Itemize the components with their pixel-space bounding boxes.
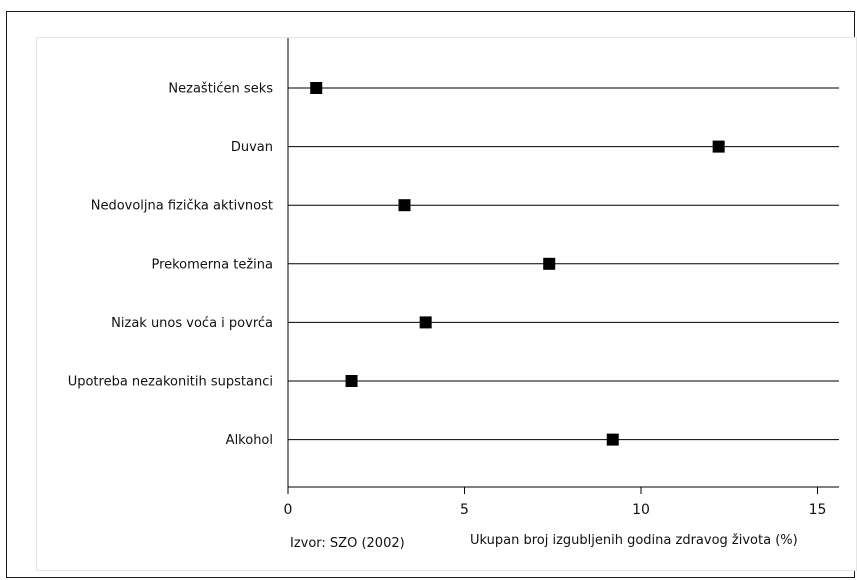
grid-lines [288,87,839,441]
x-axis-label: Ukupan broj izgubljenih godina zdravog ž… [470,533,798,548]
data-point [345,375,358,387]
category-label: Alkohol [226,433,273,448]
data-point [310,82,323,94]
category-label: Nezaštićen seks [168,82,273,97]
source-note: Izvor: SZO (2002) [290,536,405,551]
data-point [543,257,556,270]
data-point [419,316,432,329]
data-point [606,433,619,446]
data-point [398,199,411,212]
category-label: Prekomerna težina [151,257,273,272]
category-label: Duvan [231,140,273,155]
chart-frame [6,11,856,578]
x-ticks: 0 5 10 15 [284,487,827,518]
x-tick-label: 15 [809,502,827,518]
category-label: Upotreba nezakonitih supstanci [68,375,273,390]
x-tick-label: 10 [632,502,650,518]
category-label: Nedovoljna fizička aktivnost [91,199,273,214]
data-point [712,140,725,153]
plot-background [37,38,856,570]
x-tick-label: 5 [460,502,469,518]
category-label: Nizak unos voća i povrća [111,316,273,331]
data-markers [310,82,725,446]
category-labels: Nezaštićen seks Duvan Nedovoljna fizička a… [68,82,274,449]
x-tick-label: 0 [284,502,293,518]
